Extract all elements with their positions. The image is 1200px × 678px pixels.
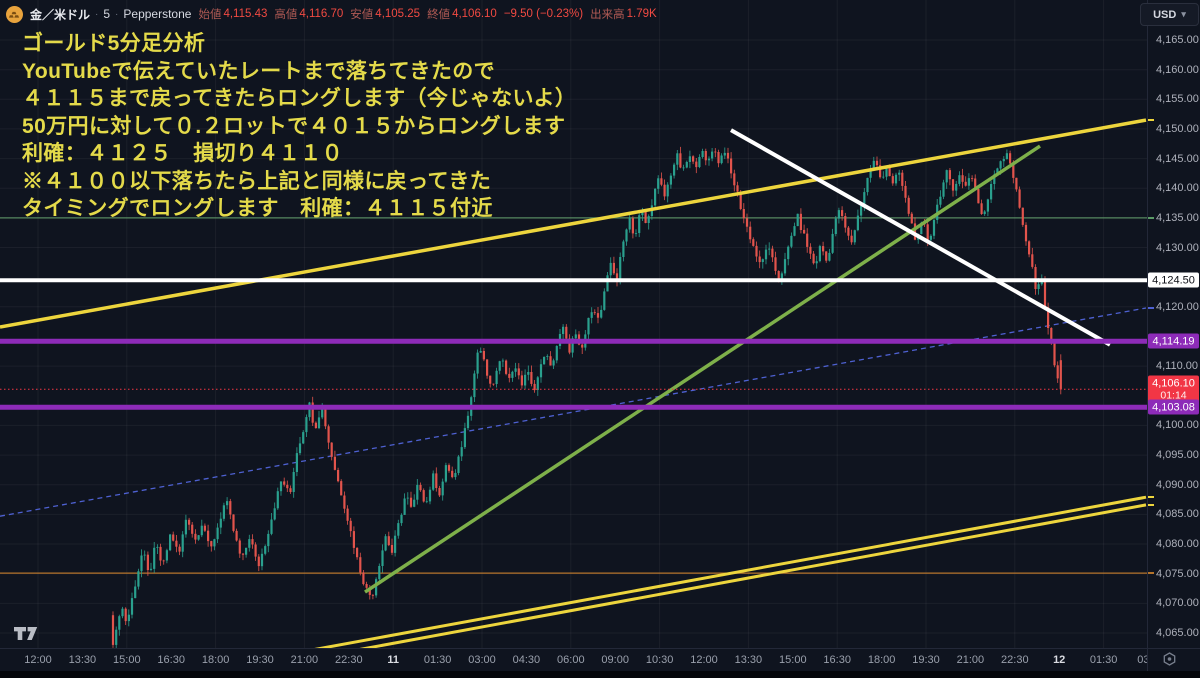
note-line: YouTubeで伝えていたレートまで落ちてきたので xyxy=(22,59,496,83)
time-tick-label: 16:30 xyxy=(823,654,851,666)
symbol-logo-icon xyxy=(6,5,23,23)
price-tick-label: 4,165.00 xyxy=(1156,34,1199,46)
note-line: ※４１００以下落ちたら上記と同様に戻ってきた xyxy=(22,169,492,193)
open-label: 始値 xyxy=(198,9,222,21)
axis-level-tick xyxy=(1148,503,1154,506)
note-line: ４１１５まで戻ってきたらロングします（今じゃないよ） xyxy=(22,87,577,110)
time-tick-label: 21:00 xyxy=(290,654,319,666)
price-tick-label: 4,150.00 xyxy=(1156,122,1199,135)
chart-svg xyxy=(0,0,1147,648)
time-axis[interactable]: 12:00 13:30 15:00 16:30 18:00 19:30 21:00 22:30… xyxy=(0,648,1147,672)
price-tick-label: 4,145.00 xyxy=(1156,152,1199,165)
price-tick-label: 4,100.00 xyxy=(1156,419,1199,432)
price-tick-label: 4,110.00 xyxy=(1156,360,1199,373)
symbol-name[interactable]: 金／米ドル xyxy=(30,7,91,22)
open-value: 4,115.43 xyxy=(223,8,268,20)
time-tick-label: 01:30 xyxy=(1089,654,1118,666)
time-tick-label: 01:30 xyxy=(423,654,452,666)
axis-corner xyxy=(1147,648,1200,672)
chart-legend-bar: 金／米ドル · 5 · Pepperstone 始値 4,115.43 高値 4… xyxy=(6,3,657,25)
close-label: 終値 xyxy=(427,9,451,21)
low-value: 4,105.25 xyxy=(375,8,421,20)
time-tick-label: 10:30 xyxy=(645,654,674,666)
price-level-badge: 4,114.19 xyxy=(1148,333,1199,349)
time-tick-label: 18:00 xyxy=(867,654,896,666)
price-axis[interactable]: 4,165.00 4,160.00 4,155.00 4,150.00 4,145.00… xyxy=(1147,0,1200,648)
volume-value: 1.79K xyxy=(626,8,657,20)
candlesticks xyxy=(111,146,1062,648)
note-line: 50万円に対して０.２ロットで４０１５からロングします xyxy=(22,114,566,138)
note-line: タイミングでロングします 利確：４１１５付近 xyxy=(22,197,493,220)
price-tick-label: 4,085.00 xyxy=(1156,508,1199,521)
price-tick-label: 4,160.00 xyxy=(1156,63,1199,76)
price-tick-label: 4,155.00 xyxy=(1156,93,1199,106)
price-level-badge: 4,103.08 xyxy=(1148,399,1199,415)
price-tick-label: 4,140.00 xyxy=(1156,182,1199,195)
time-tick-label: 19:30 xyxy=(912,654,940,666)
time-tick-label: 19:30 xyxy=(246,654,274,666)
currency-label: USD xyxy=(1153,8,1177,21)
price-tick-label: 4,065.00 xyxy=(1156,627,1199,639)
time-tick-label: 22:30 xyxy=(1001,654,1029,666)
note-line: 利確：４１２５ 損切り４１１０ xyxy=(22,142,343,165)
time-tick-label: 15:00 xyxy=(113,654,141,666)
time-tick-label: 04:30 xyxy=(512,654,541,666)
price-level-badge: 4,106.10 01:14 xyxy=(1148,375,1199,403)
price-tick-label: 4,070.00 xyxy=(1156,597,1199,610)
time-tick-label: 11 xyxy=(387,654,400,666)
time-tick-label: 13:30 xyxy=(734,654,763,666)
time-tick-label: 15:00 xyxy=(779,654,807,666)
axis-level-tick xyxy=(1148,119,1154,122)
price-tick-label: 4,095.00 xyxy=(1156,449,1199,462)
price-change: −9.50 (−0.23%) xyxy=(503,8,584,20)
volume-label: 出来高 xyxy=(590,9,625,21)
price-tick-label: 4,135.00 xyxy=(1156,211,1199,224)
time-tick-label: 16:30 xyxy=(157,654,185,666)
time-tick-label: 12:00 xyxy=(24,654,52,666)
time-tick-label: 22:30 xyxy=(335,654,363,666)
time-tick-label: 06:00 xyxy=(557,654,585,666)
note-line: ゴールド5分足分析 xyxy=(22,32,206,55)
axis-level-tick xyxy=(1148,496,1154,499)
trade-plan-text-note[interactable]: ゴールド5分足分析 YouTubeで伝えていたレートまで落ちてきたので ４１１５… xyxy=(22,30,576,223)
time-tick-label: 12 xyxy=(1053,654,1066,666)
time-tick-label: 03:0 xyxy=(1137,654,1147,666)
separator: · xyxy=(95,8,99,20)
axis-settings-gear-icon[interactable] xyxy=(1162,652,1177,672)
time-tick-label: 12:00 xyxy=(690,654,718,666)
high-value: 4,116.70 xyxy=(299,8,344,20)
price-tick-label: 4,120.00 xyxy=(1156,300,1199,313)
price-tick-label: 4,075.00 xyxy=(1156,567,1199,580)
price-tick-label: 4,130.00 xyxy=(1156,241,1199,254)
axis-level-tick xyxy=(1148,572,1154,575)
tradingview-logo[interactable] xyxy=(13,626,40,646)
low-label: 安値 xyxy=(350,9,374,21)
time-tick-label: 18:00 xyxy=(201,654,230,666)
broker-name[interactable]: Pepperstone xyxy=(123,7,192,21)
time-tick-label: 13:30 xyxy=(68,654,97,666)
time-tick-label: 03:00 xyxy=(468,654,496,666)
currency-selector-button[interactable]: USD ▾ xyxy=(1140,3,1199,26)
axis-level-tick xyxy=(1148,216,1154,219)
high-label: 高値 xyxy=(274,9,298,21)
separator: · xyxy=(115,8,119,20)
time-tick-label: 21:00 xyxy=(956,654,985,666)
axis-level-tick xyxy=(1148,307,1154,310)
price-level-badge: 4,124.50 xyxy=(1148,272,1199,288)
time-tick-label: 09:00 xyxy=(601,654,629,666)
interval-value[interactable]: 5 xyxy=(103,7,111,21)
price-tick-label: 4,090.00 xyxy=(1156,478,1199,491)
chevron-down-icon: ▾ xyxy=(1181,9,1186,19)
chart-plot-area[interactable] xyxy=(0,0,1147,648)
price-tick-label: 4,080.00 xyxy=(1156,538,1199,551)
bottom-strip xyxy=(0,671,1200,678)
close-value: 4,106.10 xyxy=(452,8,497,20)
